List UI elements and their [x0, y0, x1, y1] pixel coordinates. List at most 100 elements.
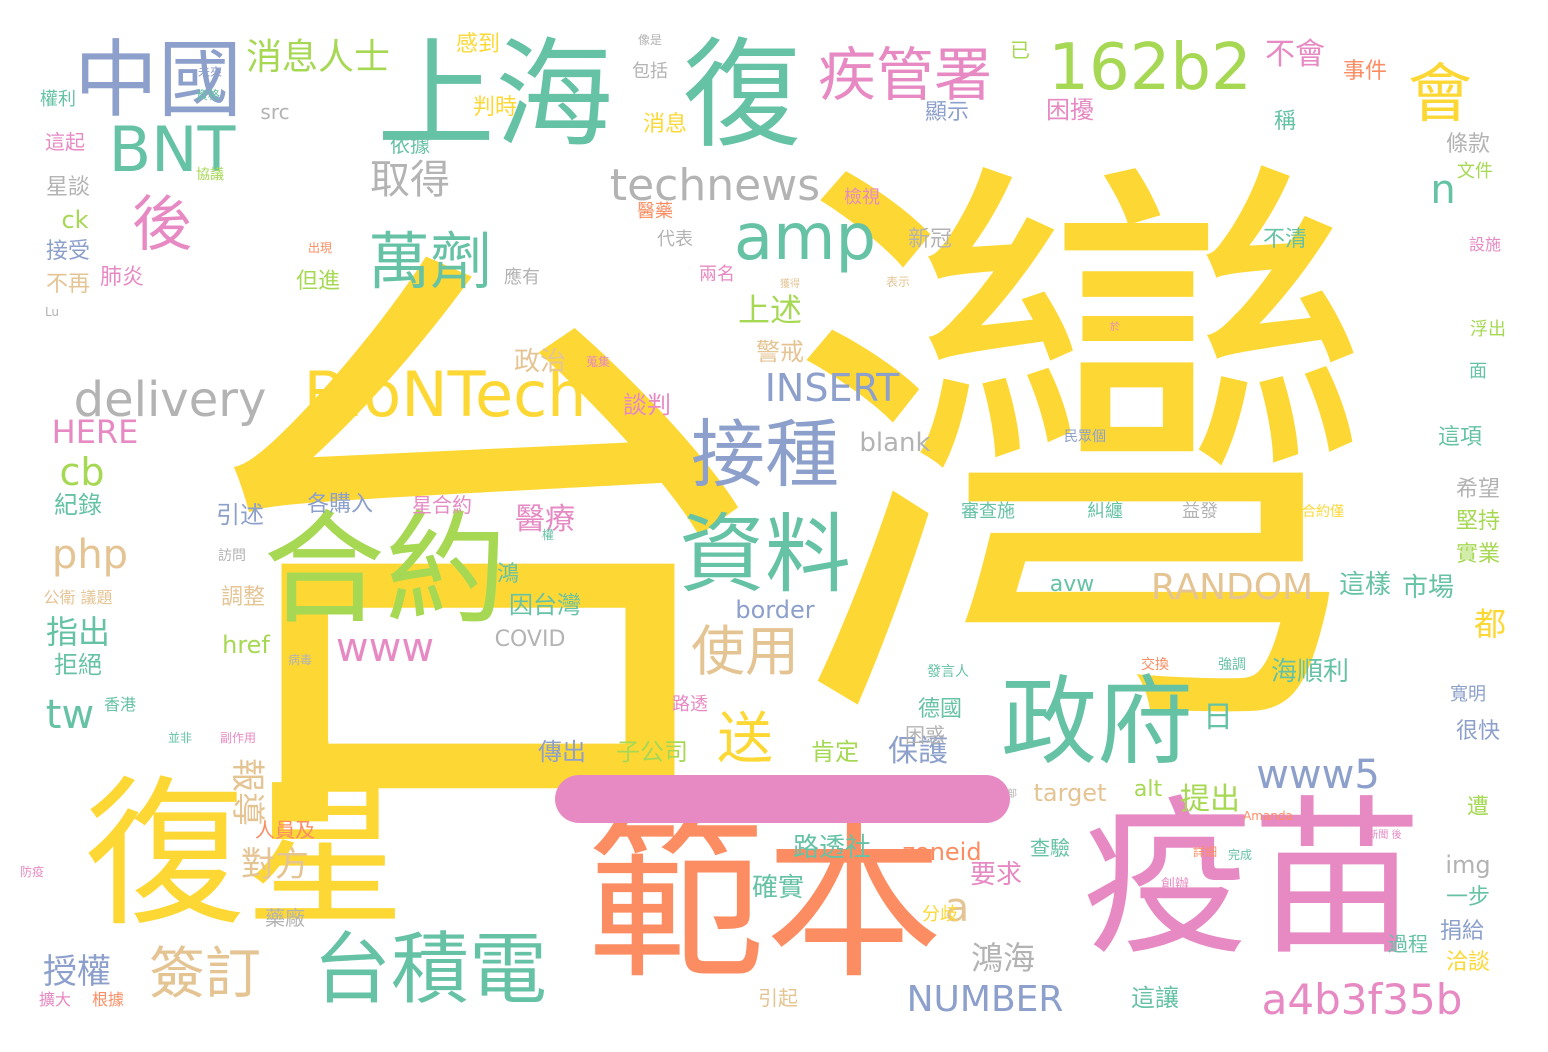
word: target [1033, 779, 1107, 807]
word: 代表 [657, 229, 693, 250]
word: technews [609, 160, 821, 211]
word: 復 [682, 26, 802, 164]
word: BNT [108, 113, 236, 186]
word: alt [1133, 777, 1163, 802]
word: a4b3f35b [1261, 975, 1463, 1024]
word: 市場 [1401, 573, 1455, 603]
word: 益發 [1182, 501, 1218, 522]
word: 政治 [513, 347, 567, 377]
word: 擴大 [38, 990, 72, 1009]
word: php [51, 532, 129, 578]
word: amp [733, 201, 877, 275]
word: NUMBER [906, 979, 1064, 1020]
word: 藥廠 [265, 906, 305, 930]
word: 消息 [642, 112, 688, 137]
word: 都 [1473, 605, 1507, 643]
word: www5 [1256, 752, 1380, 798]
word: 人員及 [255, 818, 315, 842]
word: 檢視 [844, 187, 880, 208]
word: 發言人 [927, 664, 969, 680]
word: 實業 [1455, 542, 1501, 567]
word: img [1445, 851, 1491, 879]
word: 面 [1469, 361, 1487, 382]
word: 糾纏 [1087, 501, 1123, 522]
word: 上述 [737, 291, 803, 329]
word: 子公司 [616, 738, 688, 766]
word: 洽談 [1445, 950, 1491, 975]
word: 星談 [45, 175, 91, 200]
word: 堅持 [1455, 509, 1501, 534]
word: RANDOM [1150, 567, 1314, 608]
word: 感到 [455, 32, 501, 57]
word: 醫療 [515, 502, 575, 537]
word: 日 [1203, 700, 1233, 735]
word: 疫苗 [1081, 781, 1423, 979]
word: 捐給 [1439, 919, 1485, 944]
word: cb [59, 450, 105, 494]
word: 權利 [40, 89, 76, 110]
word: 調整 [220, 585, 266, 610]
word: 使用 [691, 620, 799, 683]
word: 疾管署 [817, 41, 993, 109]
word: 應有 [504, 267, 540, 288]
word: 查驗 [1030, 836, 1070, 860]
word: 病毒 [287, 653, 313, 667]
word: 審查施 [961, 501, 1015, 522]
word: border [735, 596, 815, 624]
word: 提出 [1180, 782, 1240, 817]
word: 創辦 [1161, 877, 1189, 893]
word: 合約 [263, 499, 507, 641]
word: 報導 [227, 758, 267, 826]
word: 會 [1408, 58, 1472, 132]
word: 台積電 [312, 925, 548, 1015]
word: 分歧 [922, 904, 958, 925]
word: 困惑 [905, 723, 945, 747]
word-taiwan-wan: 灣 [785, 111, 1381, 805]
word: 肺炎 [99, 265, 145, 290]
word: 顯示 [924, 100, 970, 125]
word: blank [859, 428, 931, 458]
word: 交換 [1141, 657, 1169, 673]
word: 各購入 [306, 492, 374, 517]
word: INSERT [764, 366, 900, 410]
word: 權 [541, 528, 555, 542]
word: 鴻海 [970, 939, 1036, 977]
word: 因台灣 [509, 591, 581, 619]
word: 新聞 後 [1368, 830, 1402, 841]
word: Amanda [1243, 809, 1293, 823]
word: 這項 [1437, 425, 1483, 450]
word: 像是 [637, 33, 663, 47]
word: 於 [1110, 322, 1120, 333]
word: 中國 [73, 31, 243, 129]
word: 範本 [587, 796, 943, 1003]
word: 事件 [1342, 59, 1388, 84]
word: 確實 [751, 873, 805, 903]
word: 後 [132, 190, 192, 260]
word: 條款 [1445, 132, 1491, 157]
word: zoneid [902, 838, 982, 866]
word: 詳細 [1192, 845, 1218, 859]
word: 困擾 [1046, 96, 1094, 124]
word: 送 [717, 707, 773, 772]
word: 完成 [1227, 848, 1253, 862]
word: 這讓 [1131, 984, 1179, 1012]
word: 無法 [285, 732, 331, 757]
word: 對方 [241, 845, 309, 885]
word: 文件 [1457, 161, 1493, 182]
word: 引述 [216, 501, 264, 529]
word: 包括 [632, 61, 668, 82]
word: 不清 [1262, 227, 1308, 252]
word: 傳出 [538, 738, 586, 766]
word: 接受 [45, 239, 91, 264]
word: 根據 [91, 990, 125, 1009]
word: www [335, 625, 435, 671]
word: 海順利 [1270, 657, 1350, 687]
word: 副作用 [219, 731, 257, 745]
word: 一步 [1445, 885, 1491, 910]
word: 未來 [197, 65, 223, 79]
word: 兩名 [699, 264, 735, 285]
word: 肯定 [811, 738, 859, 766]
word: 防疫 [19, 865, 45, 879]
word: 拒絕 [54, 651, 102, 679]
word: 公衛 議題 [43, 588, 113, 607]
